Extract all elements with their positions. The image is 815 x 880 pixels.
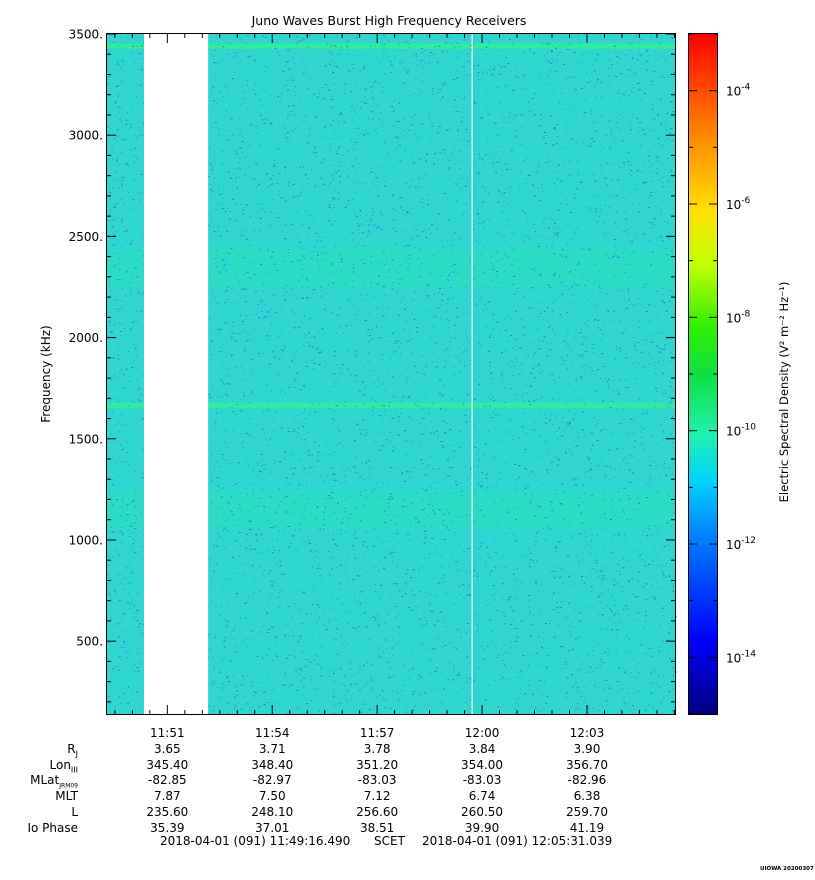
- ephemeris-value: 354.00: [461, 757, 504, 772]
- ephemeris-value: 345.40: [146, 757, 189, 772]
- y-tick-label: 2000.: [69, 331, 103, 345]
- colorbar: 10-4 10-6 10-8 10-10 10-12 10-14: [688, 33, 756, 715]
- ephemeris-value: -82.85: [147, 773, 187, 788]
- ephemeris-row-label: LonIII: [49, 757, 79, 775]
- emission-band-0: [107, 43, 675, 49]
- ephemeris-row-label: MLT: [55, 789, 78, 804]
- colorbar-tick-label: 10-6: [726, 196, 751, 212]
- ephemeris-value: 41.19: [569, 820, 605, 835]
- emission-band-1: [107, 402, 675, 408]
- y-axis: 500. 1000. 1500. 2000. 2500. 3000. 3500.: [69, 28, 675, 703]
- ephemeris-row-label: RJ: [67, 742, 78, 759]
- spectrogram-plot: [107, 34, 677, 715]
- ephemeris-value: 7.87: [153, 789, 181, 804]
- x-tick-label: 11:57: [360, 726, 395, 740]
- ephemeris-value: 39.90: [464, 820, 500, 835]
- ephemeris-value: 3.65: [153, 742, 181, 756]
- colorbar-tick-label: 10-12: [726, 536, 756, 552]
- ephemeris-row-label: Io Phase: [27, 820, 78, 835]
- ephemeris-value: 235.60: [146, 804, 189, 819]
- ephemeris-value: 3.71: [258, 742, 286, 756]
- ephemeris-value: 35.39: [150, 820, 185, 835]
- ephemeris-row-label: L: [71, 804, 78, 819]
- colorbar-ticks: 10-4 10-6 10-8 10-10 10-12 10-14: [689, 33, 756, 715]
- chart-title: Juno Waves Burst High Frequency Receiver…: [251, 13, 527, 28]
- x-tick-label: 12:00: [465, 726, 500, 740]
- ephemeris-value: 6.74: [468, 789, 496, 804]
- time-system: SCET: [374, 834, 405, 848]
- ephemeris-value: 259.70: [565, 804, 608, 819]
- ephemeris-value: 351.20: [356, 757, 399, 772]
- ephemeris-value: 248.10: [251, 804, 294, 819]
- y-tick-label: 1500.: [69, 432, 103, 446]
- colorbar-tick-label: 10-8: [726, 309, 751, 325]
- data-gap-1: [471, 34, 473, 714]
- end-time: 2018-04-01 (091) 12:05:31.039: [422, 834, 613, 848]
- ephemeris-value: 3.84: [468, 742, 496, 756]
- start-time: 2018-04-01 (091) 11:49:16.490: [160, 834, 351, 848]
- x-axis: 11:51 11:54 11:57 12:00 12:03: [114, 34, 675, 740]
- ephemeris-row-label: MLatJRM09: [30, 773, 78, 790]
- colorbar-tick-label: 10-14: [726, 649, 756, 665]
- ephemeris-value: -82.96: [567, 773, 607, 788]
- ephemeris-value: -83.03: [462, 773, 502, 788]
- x-tick-label: 12:03: [570, 726, 605, 740]
- colorbar-tick-label: 10-4: [726, 83, 751, 99]
- plot-frame: [106, 33, 676, 715]
- ephemeris-value: 38.51: [359, 820, 395, 835]
- y-tick-label: 2500.: [69, 230, 103, 244]
- ephemeris-value: 37.01: [255, 820, 290, 835]
- data-gap-0: [144, 34, 209, 714]
- colorbar-gradient: [689, 34, 717, 714]
- ephemeris-value: 3.90: [573, 742, 601, 756]
- ephemeris-value: 256.60: [356, 804, 399, 819]
- uiowa-stamp: UIOWA 20200307: [760, 866, 814, 872]
- colorbar-tick-label: 10-10: [726, 423, 756, 439]
- ephemeris-value: 356.70: [565, 757, 608, 772]
- x-tick-label: 11:54: [255, 726, 290, 740]
- ephemeris-value: -82.97: [252, 773, 292, 788]
- colorbar-frame: [688, 33, 718, 715]
- y-tick-label: 3000.: [69, 129, 103, 143]
- ephemeris-value: -83.03: [357, 773, 397, 788]
- ephemeris-value: 3.78: [363, 742, 391, 756]
- ephemeris-value: 6.38: [573, 789, 601, 804]
- y-axis-label: Frequency (kHz): [39, 325, 53, 422]
- ephemeris-value: 260.50: [461, 804, 504, 819]
- y-tick-label: 3500.: [69, 28, 103, 42]
- data-gaps: [144, 34, 473, 714]
- colorbar-label: Electric Spectral Density (V² m⁻² Hz⁻¹): [777, 282, 791, 503]
- ephemeris-value: 7.50: [258, 789, 286, 804]
- ephemeris-value: 348.40: [251, 757, 294, 772]
- y-tick-label: 1000.: [69, 533, 103, 547]
- ephemeris-value: 7.12: [363, 789, 391, 804]
- y-tick-label: 500.: [76, 635, 103, 649]
- x-tick-label: 11:51: [150, 726, 185, 740]
